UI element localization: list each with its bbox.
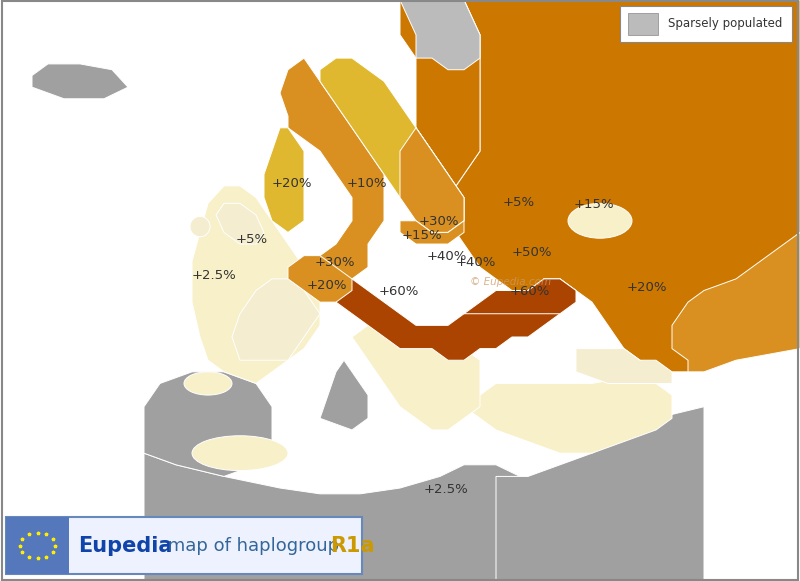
Text: +30%: +30%: [314, 256, 354, 269]
Ellipse shape: [568, 203, 632, 238]
Polygon shape: [448, 0, 800, 372]
Text: +50%: +50%: [512, 246, 552, 259]
Text: +15%: +15%: [402, 229, 442, 242]
Ellipse shape: [190, 217, 210, 237]
Text: +20%: +20%: [272, 177, 312, 189]
Polygon shape: [280, 58, 384, 279]
Polygon shape: [32, 64, 128, 99]
Text: © Eupedia.com: © Eupedia.com: [470, 277, 551, 287]
Text: Eupedia: Eupedia: [78, 536, 173, 555]
Ellipse shape: [192, 436, 288, 471]
Polygon shape: [232, 279, 320, 360]
Polygon shape: [320, 360, 368, 430]
FancyBboxPatch shape: [6, 517, 362, 574]
Polygon shape: [264, 128, 304, 232]
Polygon shape: [352, 0, 480, 232]
Text: +5%: +5%: [502, 196, 534, 209]
Ellipse shape: [184, 372, 232, 395]
Polygon shape: [672, 232, 800, 372]
Text: +30%: +30%: [418, 216, 458, 228]
Polygon shape: [400, 0, 480, 70]
Polygon shape: [288, 256, 352, 302]
Text: R1a: R1a: [330, 536, 375, 555]
Text: +20%: +20%: [306, 279, 346, 292]
Polygon shape: [192, 186, 320, 383]
Polygon shape: [216, 203, 264, 244]
Polygon shape: [576, 349, 672, 383]
Polygon shape: [320, 58, 464, 232]
Text: +10%: +10%: [346, 177, 386, 189]
Text: +60%: +60%: [378, 285, 418, 298]
FancyBboxPatch shape: [620, 6, 792, 42]
Bar: [6, 517, 69, 574]
Text: +15%: +15%: [574, 198, 614, 211]
Polygon shape: [464, 378, 672, 453]
Text: Sparsely populated: Sparsely populated: [668, 17, 782, 30]
Text: map of haplogroup: map of haplogroup: [162, 537, 346, 554]
Text: +40%: +40%: [456, 256, 496, 269]
Polygon shape: [336, 279, 576, 360]
Text: +2.5%: +2.5%: [424, 483, 469, 496]
Polygon shape: [496, 407, 704, 581]
Polygon shape: [144, 453, 520, 581]
Text: +5%: +5%: [236, 233, 268, 246]
Polygon shape: [352, 325, 480, 430]
Polygon shape: [400, 221, 464, 244]
Polygon shape: [400, 128, 464, 232]
Text: +2.5%: +2.5%: [192, 270, 237, 282]
Text: +60%: +60%: [510, 285, 550, 298]
Text: +20%: +20%: [626, 281, 666, 294]
Bar: [628, 13, 658, 35]
Polygon shape: [464, 279, 576, 314]
Text: +40%: +40%: [426, 250, 466, 263]
Polygon shape: [144, 372, 272, 476]
